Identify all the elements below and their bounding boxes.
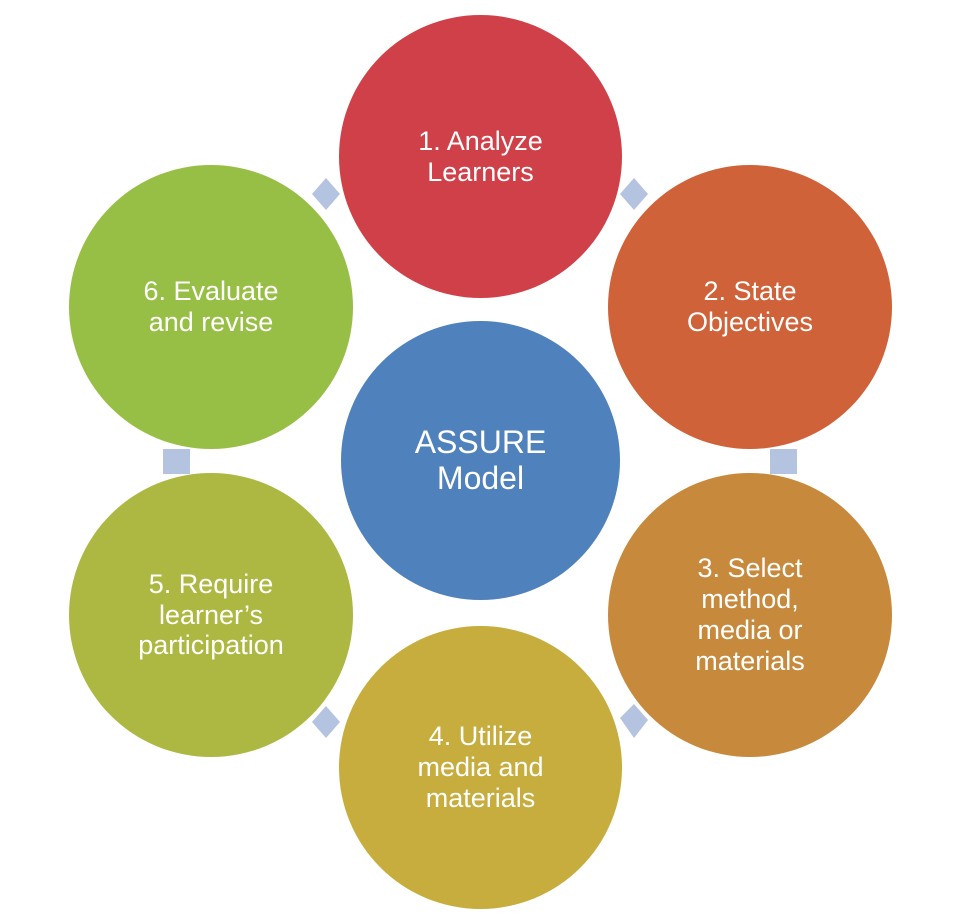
- center-assure-model: ASSURE Model: [341, 321, 620, 600]
- step-5-label: 5. Require learner’s participation: [138, 568, 284, 661]
- step-6-evaluate-revise: 6. Evaluate and revise: [69, 165, 353, 449]
- center-label: ASSURE Model: [414, 423, 547, 496]
- step-4-label: 4. Utilize media and materials: [417, 721, 544, 813]
- step-6-label: 6. Evaluate and revise: [143, 276, 279, 337]
- connector-2-3-shape: [770, 449, 797, 474]
- connector-3-4-shape: [620, 704, 648, 738]
- step-2-label: 2. State Objectives: [686, 276, 814, 337]
- connector-6-1-shape: [312, 178, 340, 210]
- connector-5-6-shape: [163, 449, 190, 474]
- step-2-state-objectives: 2. State Objectives: [608, 165, 892, 449]
- step-1-label: 1. Analyze Learners: [418, 125, 543, 187]
- step-5-require-participation: 5. Require learner’s participation: [69, 473, 353, 757]
- connector-4-5-shape: [312, 706, 340, 738]
- step-1-analyze-learners: 1. Analyze Learners: [339, 15, 622, 298]
- step-3-label: 3. Select method, media or materials: [695, 553, 805, 676]
- step-3-select-method: 3. Select method, media or materials: [608, 473, 892, 757]
- connector-1-2-shape: [620, 178, 648, 210]
- step-4-utilize-media: 4. Utilize media and materials: [339, 626, 622, 909]
